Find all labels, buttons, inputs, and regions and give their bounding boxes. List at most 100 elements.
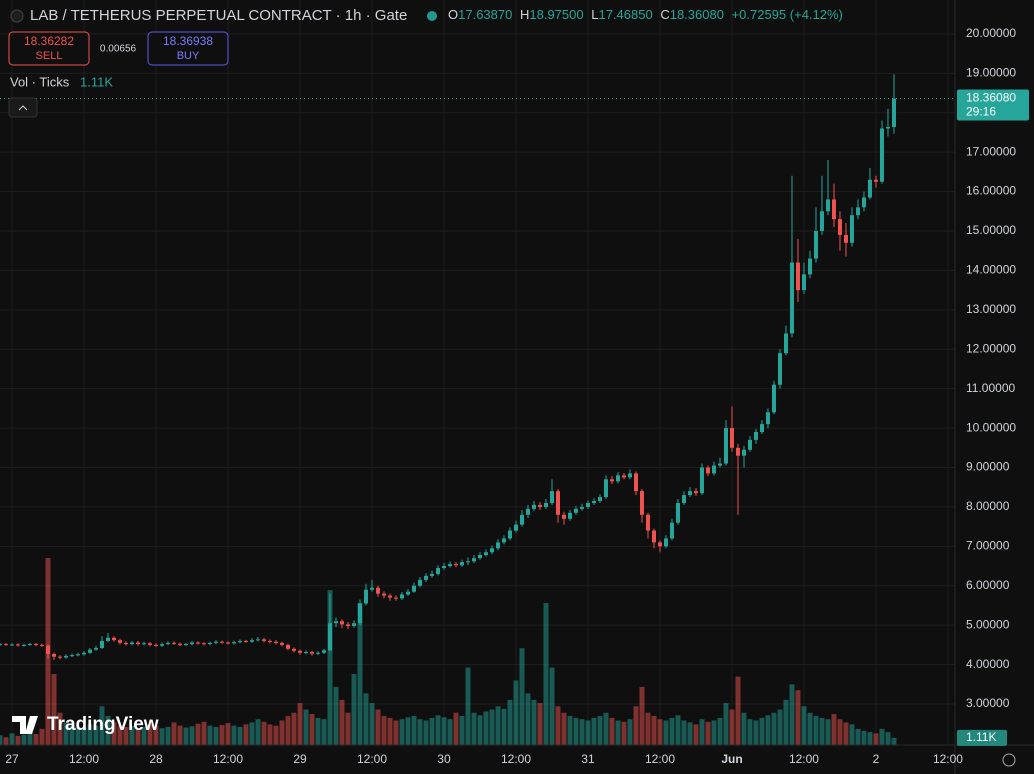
volume-bar: [831, 714, 837, 745]
candle-body: [321, 650, 326, 653]
status-dot: [427, 11, 437, 21]
low-value: 17.46850: [598, 7, 652, 22]
volume-bar: [153, 725, 159, 745]
volume-bar: [543, 603, 549, 745]
sell-button[interactable]: [8, 31, 90, 66]
candle-body: [831, 199, 836, 220]
candle-body: [375, 587, 380, 594]
volume-bar: [555, 706, 561, 745]
candle-body: [633, 473, 638, 492]
candle-body: [483, 552, 488, 556]
candle-body: [759, 424, 764, 433]
y-tick-label: 19.00000: [966, 65, 1016, 79]
volume-bar: [807, 712, 813, 745]
candle-body: [591, 501, 596, 503]
candle-body: [21, 644, 26, 646]
volume-bar: [669, 717, 675, 745]
candle-body: [399, 594, 404, 599]
candle-body: [291, 648, 296, 651]
volume-bar: [615, 720, 621, 745]
axes: 3.00000 4.00000 5.00000 6.00000 7.00000 8.000…: [0, 26, 1029, 766]
y-tick-label: 9.00000: [966, 460, 1010, 474]
candle-body: [351, 623, 356, 626]
volume-bar: [777, 709, 783, 745]
candle-body: [111, 637, 116, 641]
volume-bar: [741, 712, 747, 745]
candle-body: [567, 512, 572, 519]
volume-bar: [0, 735, 3, 745]
volume-bar: [789, 684, 795, 745]
candle-body: [777, 353, 782, 385]
candle-body: [453, 564, 458, 566]
candle-body: [423, 575, 428, 580]
volume-bar: [129, 725, 135, 745]
candle-body: [711, 465, 716, 474]
buy-label[interactable]: BUY: [177, 50, 200, 62]
open-value: 17.63870: [458, 7, 512, 22]
volume-bar: [435, 715, 441, 745]
volume-bar: [123, 726, 129, 745]
grid: [0, 0, 955, 745]
candle-body: [723, 428, 728, 464]
settings-icon[interactable]: [1002, 753, 1016, 767]
l-label: L: [591, 7, 598, 22]
volume-bar: [195, 723, 201, 745]
volume-bar: [423, 720, 429, 745]
x-tick-label: 12:00: [69, 752, 99, 766]
candle-body: [93, 648, 98, 650]
volume-bar: [213, 726, 219, 745]
volume-bar: [675, 715, 681, 745]
candle-body: [63, 655, 68, 658]
candle-body: [729, 428, 734, 448]
candle-body: [663, 538, 668, 547]
candle-body: [669, 522, 674, 539]
volume-bar: [453, 712, 459, 745]
candle-body: [69, 655, 74, 657]
volume-bar: [21, 734, 27, 745]
candle-body: [417, 579, 422, 586]
candle-body: [189, 642, 194, 645]
volume-bar: [585, 720, 591, 745]
collapse-icon: [18, 105, 28, 111]
buy-button[interactable]: [147, 31, 229, 66]
x-tick-label: 29: [293, 752, 307, 766]
volume-bar: [291, 712, 297, 745]
c-label: C: [660, 7, 669, 22]
candle-body: [849, 215, 854, 243]
logo-icon: [12, 716, 38, 734]
collapse-button[interactable]: [8, 97, 38, 118]
candle-body: [81, 652, 86, 655]
volume-bar: [579, 719, 585, 745]
sell-label[interactable]: SELL: [36, 50, 63, 62]
volume-bar: [267, 724, 273, 745]
sell-price[interactable]: 18.36282: [24, 34, 74, 48]
candle-body: [531, 504, 536, 509]
candle-body: [513, 524, 518, 531]
symbol-icon: [10, 9, 24, 23]
volume-bar: [465, 667, 471, 745]
candle-body: [879, 128, 884, 182]
volume-legend-value: 1.11K: [80, 74, 113, 89]
candle-body: [159, 644, 164, 646]
candle-body: [123, 642, 128, 645]
volume-bar: [549, 667, 555, 745]
volume-tag: [957, 729, 1007, 746]
volume-bar: [93, 725, 99, 745]
candle-body: [783, 333, 788, 354]
volume-bar: [567, 715, 573, 745]
candle-body: [363, 589, 368, 604]
candle-body: [597, 497, 602, 502]
volume-bar: [363, 693, 369, 745]
candle-body: [171, 642, 176, 644]
volume-bar: [525, 693, 531, 745]
y-tick-label: 7.00000: [966, 539, 1010, 553]
candle-body: [489, 548, 494, 553]
candle-body: [807, 258, 812, 275]
candles: [0, 74, 896, 660]
volume-bar: [405, 717, 411, 745]
buy-price[interactable]: 18.36938: [163, 34, 213, 48]
y-tick-label: 14.00000: [966, 263, 1016, 277]
volume-bar: [417, 719, 423, 745]
